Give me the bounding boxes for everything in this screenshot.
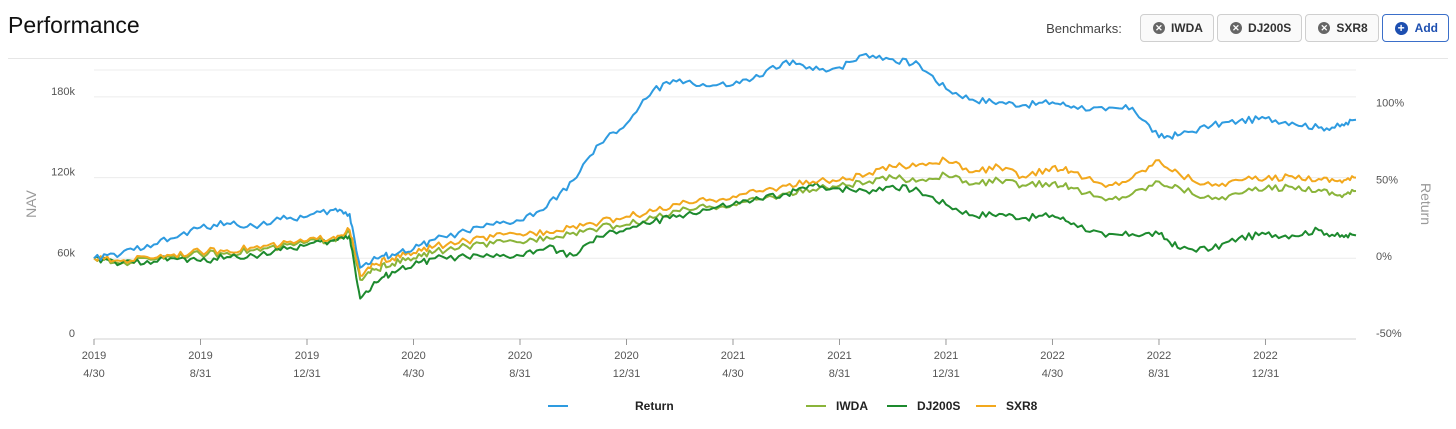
x-tick-date: 4/30: [1042, 368, 1063, 380]
benchmark-chip-dj200s[interactable]: ✕ DJ200S: [1216, 14, 1303, 42]
x-tick-date: 4/30: [83, 368, 104, 380]
benchmarks-label: Benchmarks:: [1046, 20, 1122, 36]
y-tick-label: 60k: [57, 247, 75, 259]
series-line-return: [93, 52, 1357, 269]
x-tick-date: 8/31: [1148, 368, 1169, 380]
header-divider: [8, 58, 1448, 59]
add-benchmark-button[interactable]: + Add: [1381, 14, 1449, 42]
plus-icon: +: [1394, 21, 1408, 35]
x-tick-date: 4/30: [403, 368, 424, 380]
legend-label-iwda: IWDA: [836, 399, 868, 413]
series-line-dj200s: [93, 182, 1357, 300]
x-tick-date: 8/31: [829, 368, 850, 380]
remove-icon[interactable]: ✕: [1152, 22, 1165, 34]
x-tick-year: 2021: [934, 350, 958, 362]
series-line-sxr8: [93, 156, 1357, 277]
x-tick-year: 2022: [1040, 350, 1064, 362]
x-tick-year: 2020: [401, 350, 425, 362]
y-tick-label: 120k: [51, 167, 75, 179]
benchmark-chip-iwda[interactable]: ✕ IWDA: [1139, 14, 1214, 42]
y-axis-title: NAV: [23, 189, 39, 217]
benchmark-chip-label: DJ200S: [1247, 21, 1292, 35]
x-tick-year: 2019: [82, 350, 106, 362]
legend-label-return: Return: [635, 399, 674, 413]
remove-icon[interactable]: ✕: [1229, 22, 1242, 34]
x-tick-date: 12/31: [613, 368, 641, 380]
x-tick-year: 2020: [508, 350, 532, 362]
legend-label-sxr8: SXR8: [1006, 399, 1038, 413]
x-tick-date: 4/30: [722, 368, 743, 380]
series-line-iwda: [93, 171, 1357, 281]
benchmark-chip-sxr8[interactable]: ✕ SXR8: [1305, 14, 1379, 42]
benchmark-chip-label: SXR8: [1336, 21, 1368, 35]
x-tick-year: 2022: [1147, 350, 1171, 362]
x-tick-year: 2020: [614, 350, 638, 362]
x-tick-year: 2021: [827, 350, 851, 362]
x-tick-date: 8/31: [509, 368, 530, 380]
y2-tick-label: -50%: [1376, 328, 1402, 340]
x-tick-date: 12/31: [932, 368, 960, 380]
benchmarks-bar: Benchmarks: ✕ IWDA ✕ DJ200S ✕ SXR8 + Add: [1046, 13, 1449, 43]
x-tick-date: 12/31: [293, 368, 321, 380]
x-tick-year: 2019: [188, 350, 212, 362]
y-tick-label: 180k: [51, 86, 75, 98]
y2-tick-label: 0%: [1376, 251, 1392, 263]
legend-label-dj200s: DJ200S: [917, 399, 960, 413]
y2-tick-label: 100%: [1376, 97, 1404, 109]
x-tick-date: 8/31: [190, 368, 211, 380]
x-tick-date: 12/31: [1252, 368, 1280, 380]
y2-tick-label: 50%: [1376, 174, 1398, 186]
page-title: Performance: [8, 12, 140, 38]
remove-icon[interactable]: ✕: [1318, 22, 1331, 34]
benchmark-chip-label: IWDA: [1170, 21, 1203, 35]
add-benchmark-label: Add: [1414, 21, 1438, 35]
x-tick-year: 2019: [295, 350, 319, 362]
x-tick-year: 2021: [721, 350, 745, 362]
y-tick-label: 0: [69, 328, 75, 340]
x-tick-year: 2022: [1253, 350, 1277, 362]
y2-axis-title: Return: [1418, 183, 1434, 225]
